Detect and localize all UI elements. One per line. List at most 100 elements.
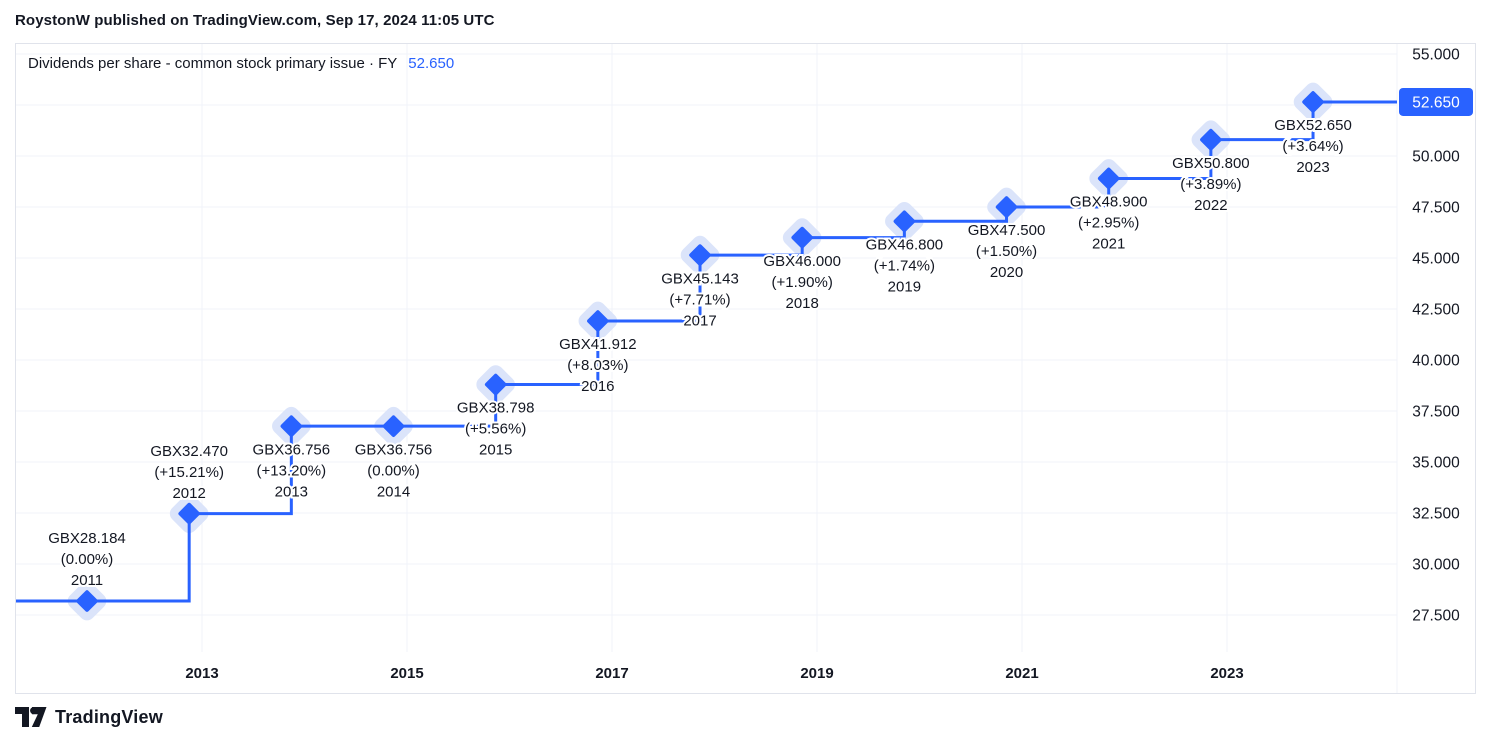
last-price-badge-label: 52.650 [1412,94,1460,111]
point-label-year: 2023 [1296,159,1329,176]
point-label-value: GBX36.756 [355,441,433,458]
point-label-value: GBX52.650 [1274,117,1352,134]
point-label-change: (+2.95%) [1078,215,1139,232]
marker-diamond [382,415,405,437]
point-label-value: GBX32.470 [150,443,228,460]
point-label-change: (+3.64%) [1282,138,1343,155]
point-label-value: GBX28.184 [48,530,126,547]
marker-diamond [178,502,200,525]
point-label-year: 2013 [275,483,308,500]
x-axis-tick-label: 2015 [390,665,423,682]
point-label-value: GBX47.500 [968,222,1046,239]
marker-diamond [1097,167,1120,190]
y-axis-tick-label: 40.000 [1412,353,1460,370]
point-label-change: (+8.03%) [567,357,628,374]
point-label-value: GBX48.900 [1070,194,1148,211]
point-label-year: 2014 [377,483,410,500]
point-label-year: 2017 [683,312,716,329]
tradingview-watermark[interactable]: TradingView [15,707,163,728]
point-label-change: (+15.21%) [154,464,224,481]
point-label-year: 2015 [479,442,512,459]
point-label-value: GBX45.143 [661,270,739,287]
point-label-value: GBX47.500 [968,222,1046,239]
point-label-change: (0.00%) [61,551,114,568]
y-axis-tick-label: 27.500 [1412,608,1460,625]
point-label-change: (+1.50%) [976,243,1037,260]
point-label-year: 2022 [1194,197,1227,214]
marker-diamond [280,415,303,437]
point-label-year: 2016 [581,378,614,395]
point-label-year: 2022 [1194,197,1227,214]
y-axis-tick-label: 32.500 [1412,506,1460,523]
point-label-change: (+7.71%) [669,291,730,308]
y-axis-tick-label: 47.500 [1412,200,1460,217]
marker-diamond [995,196,1018,218]
x-axis-tick-label: 2021 [1005,665,1038,682]
point-label-year: 2019 [888,278,921,295]
point-label-value: GBX50.800 [1172,155,1250,172]
y-axis-tick-label: 42.500 [1412,302,1460,319]
x-axis-tick-label: 2019 [800,665,833,682]
last-price-badge [1399,87,1473,116]
point-label-change: (+1.90%) [772,274,833,291]
marker-diamond [893,210,916,233]
chart-legend: Dividends per share - common stock prima… [28,55,454,72]
point-label-change: (0.00%) [61,551,114,568]
point-label-value: GBX52.650 [1274,117,1352,134]
marker-diamond [1200,128,1222,151]
point-label-change: (+13.20%) [257,462,327,479]
y-axis-tick-label: 37.500 [1412,404,1460,421]
series-last-value: 52.650 [408,55,455,72]
point-label-value: GBX38.798 [457,400,535,417]
point-label-year: 2011 [71,572,103,589]
marker-diamond [791,226,813,249]
point-label-change: (+3.89%) [1180,176,1241,193]
publish-byline: RoystonW published on TradingView.com, S… [15,12,495,29]
chart-canvas[interactable]: GBX28.184 (0.00%) 2011 GBX32.470 (+15.21%) 20… [16,44,1475,693]
point-label-value: GBX36.756 [355,441,433,458]
point-label-value: GBX50.800 [1172,155,1250,172]
marker-diamond [76,590,98,612]
point-label-change: (+1.90%) [772,274,833,291]
point-label-change: (+5.56%) [465,421,526,438]
tradingview-logo-icon [15,707,47,727]
x-axis-tick-label: 2013 [185,665,218,682]
y-axis-tick-label: 30.000 [1412,557,1460,574]
point-label-change: (+1.74%) [874,257,935,274]
series-title: Dividends per share - common stock prima… [28,55,398,72]
point-label-value: GBX32.470 [150,443,228,460]
tradingview-brand-text: TradingView [55,707,163,727]
point-label-value: GBX36.756 [253,441,331,458]
point-label-year: 2023 [1296,159,1329,176]
point-label-change: (+8.03%) [567,357,628,374]
y-axis-tick-label: 50.000 [1412,149,1460,166]
chart-frame: GBX28.184 (0.00%) 2011 GBX32.470 (+15.21%) 20… [15,43,1476,694]
point-label-year: 2012 [172,485,205,502]
point-label-change: (+3.89%) [1180,176,1241,193]
y-axis-tick-label: 55.000 [1412,47,1460,64]
y-axis-tick-label: 35.000 [1412,455,1460,472]
marker-diamond [1302,91,1324,113]
point-label-year: 2017 [683,312,716,329]
point-label-value: GBX46.800 [866,236,944,253]
point-label-change: (+13.20%) [257,462,327,479]
point-label-value: GBX46.000 [763,253,841,270]
point-label-year: 2011 [71,572,103,589]
point-label-year: 2021 [1092,236,1125,253]
x-axis-tick-label: 2017 [595,665,628,682]
point-label-year: 2018 [786,295,819,312]
point-label-value: GBX38.798 [457,400,535,417]
marker-diamond [484,373,507,396]
x-axis-tick-label: 2023 [1210,665,1243,682]
point-label-change: (+1.74%) [874,257,935,274]
point-label-change: (+1.50%) [976,243,1037,260]
marker-diamond [587,310,609,332]
point-label-value: GBX41.912 [559,336,637,353]
marker-diamond [689,244,711,266]
point-label-change: (+5.56%) [465,421,526,438]
y-axis-tick-label: 45.000 [1412,251,1460,268]
point-label-value: GBX41.912 [559,336,637,353]
point-label-value: GBX48.900 [1070,194,1148,211]
point-label-value: GBX28.184 [48,530,126,547]
point-label-year: 2015 [479,442,512,459]
